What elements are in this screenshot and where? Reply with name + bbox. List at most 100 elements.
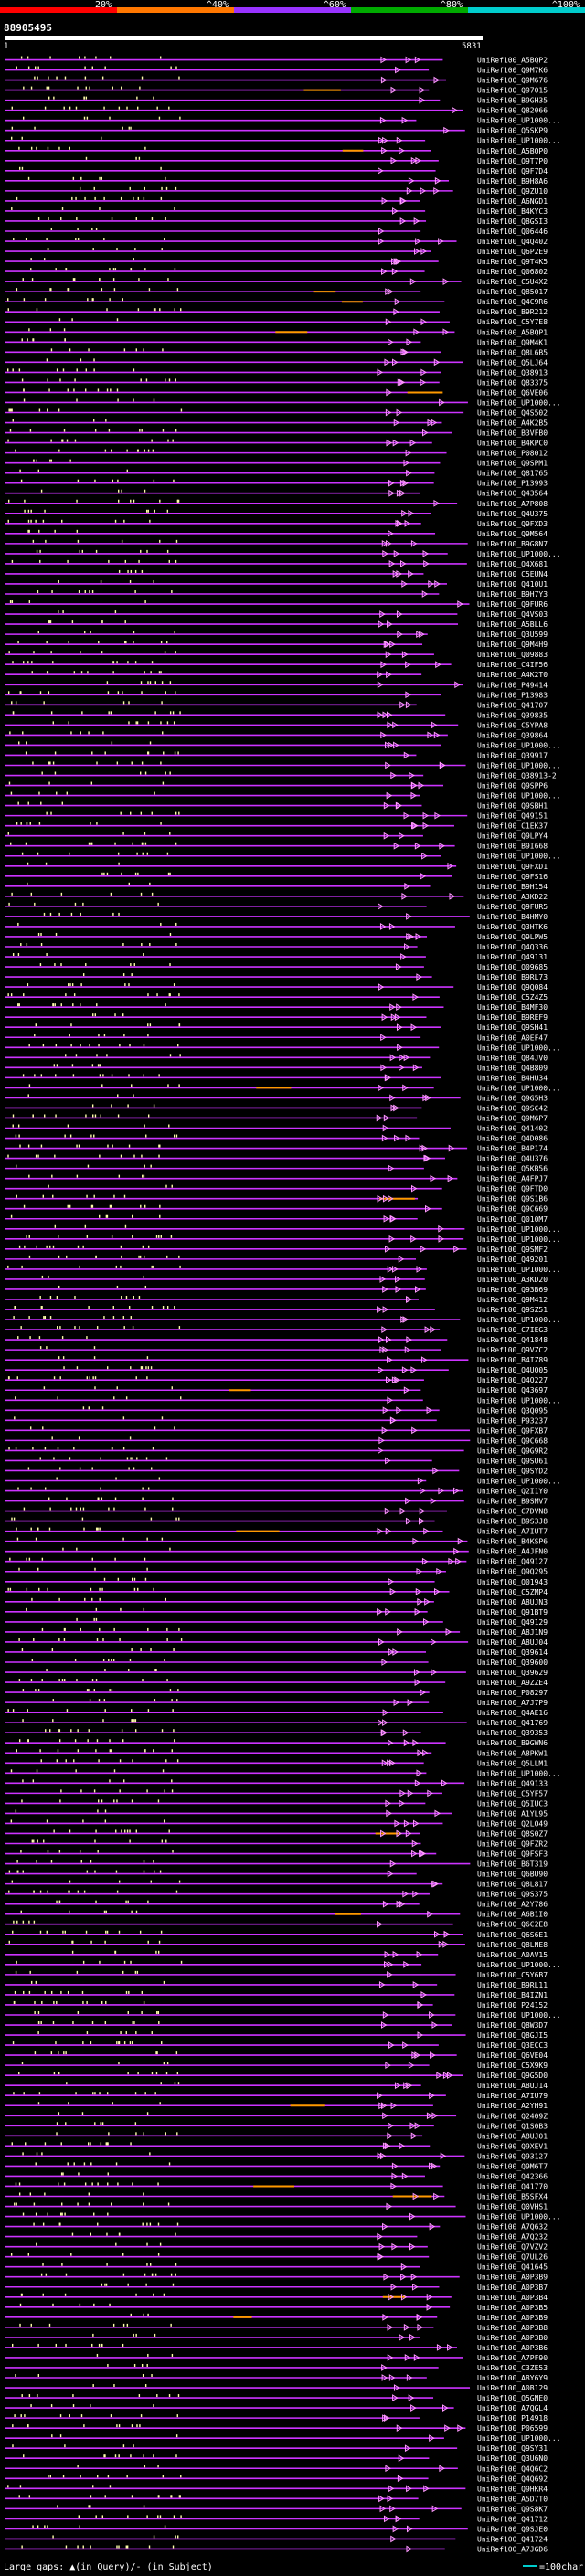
hit-row[interactable]: UniRef100_C3ZE53 (5, 2363, 548, 2372)
hit-row[interactable]: UniRef100_Q8GSI3 (5, 217, 548, 226)
hit-label[interactable]: UniRef100_C5X9K9 (477, 2062, 548, 2070)
hit-label[interactable]: UniRef100_B4KPC0 (477, 440, 548, 448)
hit-label[interactable]: UniRef100_Q9FUR6 (477, 600, 548, 609)
hit-label[interactable]: UniRef100_B4IZN1 (477, 1991, 548, 1999)
hit-label[interactable]: UniRef100_B3VFB0 (477, 429, 548, 438)
hit-row[interactable]: UniRef100_P13993 (5, 479, 548, 488)
hit-row[interactable]: UniRef100_C5ZMP4 (5, 1587, 548, 1596)
hit-label[interactable]: UniRef100_Q39864 (477, 731, 548, 739)
hit-row[interactable]: UniRef100_C5Y7E8 (5, 318, 548, 326)
hit-row[interactable]: UniRef100_Q3HTK6 (5, 922, 548, 931)
hit-row[interactable]: UniRef100_C5YF57 (5, 1789, 548, 1797)
hit-row[interactable]: UniRef100_B4HU34 (5, 1074, 548, 1082)
hit-label[interactable]: UniRef100_C7IEG3 (477, 1326, 548, 1334)
hit-row[interactable]: UniRef100_Q6C2E8 (5, 1920, 548, 1929)
hit-label[interactable]: UniRef100_B4IZ89 (477, 1356, 548, 1364)
hit-label[interactable]: UniRef100_Q2I1Y0 (477, 1488, 548, 1496)
hit-label[interactable]: UniRef100_Q4X681 (477, 560, 548, 568)
hit-label[interactable]: UniRef100_B9H7Y3 (477, 590, 548, 599)
hit-label[interactable]: UniRef100_Q85017 (477, 288, 548, 296)
hit-label[interactable]: UniRef100_Q4Q336 (477, 943, 548, 951)
hit-row[interactable]: UniRef100_Q4U375 (5, 509, 548, 518)
hit-label[interactable]: UniRef100_Q9T4K5 (477, 258, 548, 266)
hit-label[interactable]: UniRef100_B4HMY0 (477, 913, 548, 921)
hit-row[interactable]: UniRef100_UP1000... (5, 1084, 561, 1092)
hit-label[interactable]: UniRef100_Q9G5H3 (477, 1094, 548, 1102)
hit-label[interactable]: UniRef100_Q84JV0 (477, 1054, 548, 1062)
hit-row[interactable]: UniRef100_UP1000... (5, 852, 561, 861)
hit-row[interactable]: UniRef100_UP1000... (5, 1960, 561, 1969)
hit-row[interactable]: UniRef100_Q4S502 (5, 408, 548, 418)
hit-row[interactable]: UniRef100_Q8W3D7 (5, 2021, 548, 2030)
hit-label[interactable]: UniRef100_Q43564 (477, 490, 548, 498)
hit-label[interactable]: UniRef100_Q41712 (477, 2515, 548, 2523)
hit-row[interactable]: UniRef100_C4IF56 (5, 661, 548, 669)
hit-label[interactable]: UniRef100_UP1000... (477, 1266, 561, 1274)
hit-label[interactable]: UniRef100_Q83375 (477, 378, 548, 387)
hit-label[interactable]: UniRef100_UP1000... (477, 853, 561, 861)
hit-row[interactable]: UniRef100_UP1000... (5, 1224, 561, 1234)
hit-label[interactable]: UniRef100_Q3Q095 (477, 1406, 548, 1415)
hit-row[interactable]: UniRef100_Q9C669 (5, 1204, 548, 1214)
hit-label[interactable]: UniRef100_C1EK37 (477, 822, 548, 831)
hit-row[interactable]: UniRef100_A8UJ01 (5, 2132, 548, 2140)
hit-row[interactable]: UniRef100_Q39917 (5, 751, 548, 759)
hit-row[interactable]: UniRef100_A2YH91 (5, 2102, 548, 2110)
hit-label[interactable]: UniRef100_Q9FUR5 (477, 903, 548, 911)
hit-label[interactable]: UniRef100_Q9T7P0 (477, 157, 548, 165)
hit-row[interactable]: UniRef100_Q9T7P0 (5, 156, 548, 165)
hit-label[interactable]: UniRef100_A0P3B9 (477, 2274, 548, 2282)
hit-row[interactable]: UniRef100_Q06802 (5, 268, 548, 276)
hit-row[interactable]: UniRef100_Q4C9R6 (5, 298, 548, 306)
hit-label[interactable]: UniRef100_Q4Q227 (477, 1376, 548, 1384)
hit-label[interactable]: UniRef100_Q41707 (477, 701, 548, 709)
hit-label[interactable]: UniRef100_C5Y7E8 (477, 318, 548, 326)
hit-row[interactable]: UniRef100_UP1000... (5, 1044, 561, 1052)
hit-label[interactable]: UniRef100_P08297 (477, 1689, 548, 1697)
hit-label[interactable]: UniRef100_B9GWN6 (477, 1739, 548, 1747)
hit-label[interactable]: UniRef100_B9REF9 (477, 1013, 548, 1022)
hit-label[interactable]: UniRef100_Q39353 (477, 1729, 548, 1737)
hit-label[interactable]: UniRef100_A0P3B9 (477, 2314, 548, 2322)
hit-row[interactable]: UniRef100_Q4Q692 (5, 2475, 548, 2483)
hit-label[interactable]: UniRef100_Q9M676 (477, 77, 548, 85)
hit-label[interactable]: UniRef100_Q9SPP6 (477, 782, 548, 790)
hit-label[interactable]: UniRef100_Q06446 (477, 228, 548, 236)
hit-row[interactable]: UniRef100_Q9C668 (5, 1436, 548, 1445)
hit-row[interactable]: UniRef100_A6NGD1 (5, 196, 548, 206)
hit-label[interactable]: UniRef100_Q5KB56 (477, 1165, 548, 1173)
hit-label[interactable]: UniRef100_P06599 (477, 2424, 548, 2433)
hit-row[interactable]: UniRef100_Q9SBH1 (5, 801, 548, 811)
hit-label[interactable]: UniRef100_Q4Q402 (477, 238, 548, 246)
hit-row[interactable]: UniRef100_Q9M564 (5, 529, 548, 538)
hit-row[interactable]: UniRef100_Q49129 (5, 1617, 548, 1627)
hit-row[interactable]: UniRef100_B9REF9 (5, 1013, 548, 1022)
hit-label[interactable]: UniRef100_Q9ZU10 (477, 187, 548, 196)
hit-label[interactable]: UniRef100_A8UJ04 (477, 1638, 548, 1647)
hit-label[interactable]: UniRef100_P13993 (477, 480, 548, 488)
hit-label[interactable]: UniRef100_A4FPJ7 (477, 1175, 548, 1183)
hit-label[interactable]: UniRef100_A7PF90 (477, 2354, 548, 2362)
hit-row[interactable]: UniRef100_A7Q232 (5, 2232, 548, 2242)
hit-row[interactable]: UniRef100_P08297 (5, 1689, 548, 1697)
hit-label[interactable]: UniRef100_UP1000... (477, 1477, 561, 1485)
hit-row[interactable]: UniRef100_B4MF30 (5, 1003, 548, 1012)
hit-row[interactable]: UniRef100_Q9FZR2 (5, 1839, 548, 1849)
hit-label[interactable]: UniRef100_Q9G5D0 (477, 2072, 548, 2080)
hit-row[interactable]: UniRef100_UP1000... (5, 1265, 561, 1274)
hit-label[interactable]: UniRef100_Q41848 (477, 1336, 548, 1344)
hit-row[interactable]: UniRef100_A0P3B9 (5, 2313, 548, 2322)
hit-row[interactable]: UniRef100_P24152 (5, 2000, 548, 2009)
hit-label[interactable]: UniRef100_C5YF57 (477, 1789, 548, 1797)
hit-row[interactable]: UniRef100_Q84JV0 (5, 1054, 548, 1062)
hit-label[interactable]: UniRef100_A7Q232 (477, 2233, 548, 2242)
hit-row[interactable]: UniRef100_Q41645 (5, 2263, 548, 2272)
hit-label[interactable]: UniRef100_A7JGD6 (477, 2545, 548, 2553)
hit-label[interactable]: UniRef100_UP1000... (477, 1084, 561, 1092)
hit-row[interactable]: UniRef100_Q3U599 (5, 631, 548, 639)
hit-label[interactable]: UniRef100_Q49131 (477, 953, 548, 961)
hit-row[interactable]: UniRef100_A8J1N9 (5, 1627, 548, 1637)
hit-row[interactable]: UniRef100_Q9M412 (5, 1295, 548, 1304)
hit-label[interactable]: UniRef100_Q9C668 (477, 1436, 548, 1445)
hit-label[interactable]: UniRef100_Q9XEV1 (477, 2142, 548, 2150)
